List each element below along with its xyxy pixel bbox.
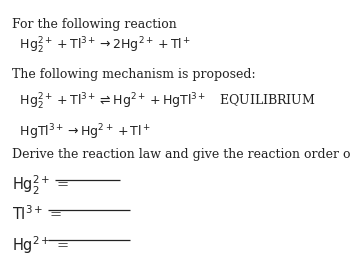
Text: For the following reaction: For the following reaction — [12, 18, 177, 31]
Text: Derive the reaction law and give the reaction order of:: Derive the reaction law and give the rea… — [12, 148, 350, 161]
Text: $\mathrm{HgTl}^{3+} \rightarrow \mathrm{Hg}^{2+} + \mathrm{Tl}^+$: $\mathrm{HgTl}^{3+} \rightarrow \mathrm{… — [12, 122, 151, 141]
Text: $\mathrm{Hg}_2^{2+} + \mathrm{Tl}^{3+} \rightarrow 2\mathrm{Hg}^{2+} + \mathrm{T: $\mathrm{Hg}_2^{2+} + \mathrm{Tl}^{3+} \… — [12, 36, 191, 56]
Text: The following mechanism is proposed:: The following mechanism is proposed: — [12, 68, 256, 81]
Text: $\mathrm{Tl}^{3+}$ =: $\mathrm{Tl}^{3+}$ = — [12, 204, 62, 223]
Text: $\mathrm{Hg}_2^{2+}$ =: $\mathrm{Hg}_2^{2+}$ = — [12, 174, 69, 197]
Text: $\mathrm{Hg}^{2+}$ =: $\mathrm{Hg}^{2+}$ = — [12, 234, 69, 256]
Text: $\mathrm{Hg}_2^{2+} + \mathrm{Tl}^{3+} \rightleftharpoons \mathrm{Hg}^{2+} + \ma: $\mathrm{Hg}_2^{2+} + \mathrm{Tl}^{3+} \… — [12, 92, 316, 112]
